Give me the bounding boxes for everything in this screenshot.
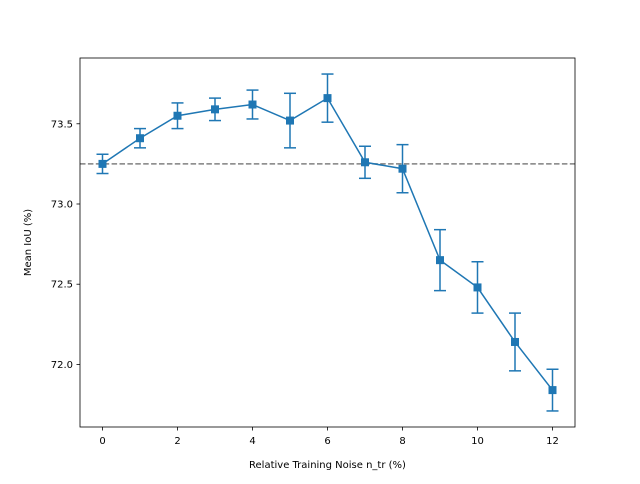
x-axis-ticks: 0 2 4 6 8 10 12	[99, 427, 559, 447]
y-axis-label: Mean IoU (%)	[23, 209, 34, 276]
data-point	[286, 116, 294, 125]
data-point	[436, 256, 444, 265]
plot-area	[79, 57, 576, 428]
y-axis-ticks: 72.0 72.5 73.0 73.5	[51, 119, 80, 371]
data-point	[98, 159, 107, 168]
data-point	[398, 164, 407, 173]
data-point	[473, 283, 482, 292]
x-tick-label: 0	[99, 436, 105, 447]
data-point	[548, 386, 557, 395]
x-tick-label: 4	[249, 436, 255, 447]
data-point	[173, 111, 182, 120]
x-tick-label: 6	[324, 436, 330, 447]
x-tick-label: 12	[546, 436, 559, 447]
x-tick-label: 2	[174, 436, 180, 447]
y-tick-label: 72.0	[51, 360, 73, 371]
data-point	[136, 134, 144, 143]
data-point	[211, 105, 219, 114]
x-axis-label: Relative Training Noise n_tr (%)	[249, 460, 406, 471]
y-tick-label: 73.0	[51, 199, 73, 210]
data-point	[248, 100, 257, 109]
data-point	[323, 94, 332, 103]
series-line	[102, 97, 554, 391]
data-point	[361, 158, 369, 167]
data-point	[511, 337, 519, 346]
y-tick-label: 72.5	[51, 280, 73, 291]
y-tick-label: 73.5	[51, 119, 73, 130]
x-tick-label: 8	[399, 436, 405, 447]
x-tick-label: 10	[471, 436, 484, 447]
